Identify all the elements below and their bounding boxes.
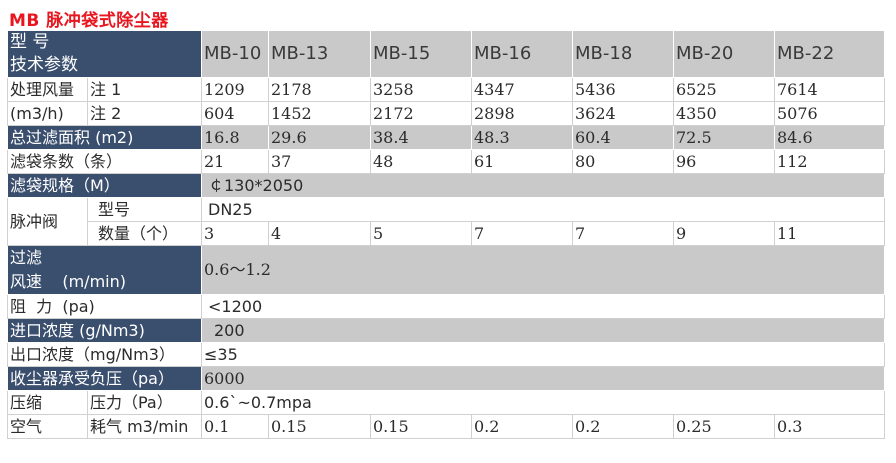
note1-label: 注 1 bbox=[87, 77, 202, 102]
table-cell: 1452 bbox=[268, 101, 371, 126]
air-pressure-row: 压缩 压力（Pa） 0.6`~0.7mpa bbox=[7, 390, 885, 415]
table-cell: 37 bbox=[268, 149, 371, 174]
negative-pressure-value: 6000 bbox=[201, 366, 885, 391]
outlet-conc-value: ≤35 bbox=[201, 342, 885, 367]
negative-pressure-row: 收尘器承受负压（pa） 6000 bbox=[7, 366, 885, 391]
air-pressure-value: 0.6`~0.7mpa bbox=[201, 390, 885, 415]
pulse-valve-label: 脉冲阀 bbox=[7, 197, 88, 246]
air-volume-label: 处理风量 bbox=[7, 77, 88, 102]
outlet-conc-label: 出口浓度（mg/Nm3） bbox=[7, 342, 202, 367]
header-label-cell: 型 号 技术参数 bbox=[7, 30, 202, 78]
table-cell: 0.15 bbox=[370, 414, 472, 439]
page-title: MB 脉冲袋式除尘器 bbox=[9, 11, 169, 31]
table-cell: 6525 bbox=[673, 77, 775, 102]
table-cell: 2178 bbox=[268, 77, 371, 102]
filter-area-label: 总过滤面积 (m2) bbox=[7, 125, 202, 150]
table-cell: 5076 bbox=[774, 101, 885, 126]
header-label-line2: 技术参数 bbox=[10, 55, 78, 75]
table-cell: 80 bbox=[572, 149, 674, 174]
table-cell: 84.6 bbox=[774, 125, 885, 150]
table-cell: 0.15 bbox=[268, 414, 371, 439]
table-cell: 5 bbox=[370, 221, 472, 246]
table-cell: 61 bbox=[471, 149, 573, 174]
filter-speed-row: 过滤 风速 (m/min) 0.6～1.2 bbox=[7, 245, 885, 295]
model-header: MB-20 bbox=[673, 30, 775, 78]
model-header: MB-10 bbox=[201, 30, 269, 78]
pulse-valve-qty-label: 数量（个） bbox=[87, 221, 202, 246]
table-cell: 0.3 bbox=[774, 414, 885, 439]
table-cell: 0.2 bbox=[572, 414, 674, 439]
table-cell: 29.6 bbox=[268, 125, 371, 150]
pulse-valve-model-row: 脉冲阀 型号 DN25 bbox=[7, 197, 885, 246]
table-cell: 60.4 bbox=[572, 125, 674, 150]
bag-count-row: 滤袋条数（条） 21 37 48 61 80 96 112 bbox=[7, 149, 885, 174]
air-volume-row-1: 处理风量 注 1 1209 2178 3258 4347 5436 6525 7… bbox=[7, 77, 885, 102]
model-header: MB-13 bbox=[268, 30, 371, 78]
table-cell: 4 bbox=[268, 221, 371, 246]
table-cell: 4347 bbox=[471, 77, 573, 102]
table-cell: 21 bbox=[201, 149, 269, 174]
bag-spec-label: 滤袋规格（M） bbox=[7, 173, 202, 198]
filter-speed-label-line2: 风速 (m/min) bbox=[10, 272, 126, 291]
table-cell: 3624 bbox=[572, 101, 674, 126]
filter-speed-label-line1: 过滤 bbox=[10, 248, 43, 267]
compressed-air-label-2: 空气 bbox=[7, 414, 88, 439]
table-cell: 9 bbox=[673, 221, 775, 246]
outlet-conc-row: 出口浓度（mg/Nm3） ≤35 bbox=[7, 342, 885, 367]
table-cell: 16.8 bbox=[201, 125, 269, 150]
model-header: MB-18 bbox=[572, 30, 674, 78]
filter-speed-label-cell: 过滤 风速 (m/min) bbox=[7, 245, 202, 295]
table-cell: 0.25 bbox=[673, 414, 775, 439]
table-cell: 5436 bbox=[572, 77, 674, 102]
table-cell: 0.1 bbox=[201, 414, 269, 439]
pulse-valve-model-label: 型号 bbox=[87, 197, 202, 222]
air-consumption-label: 耗气 m3/min bbox=[87, 414, 202, 439]
header-label-line1: 型 号 bbox=[10, 32, 50, 52]
filter-area-row: 总过滤面积 (m2) 16.8 29.6 38.4 48.3 60.4 72.5… bbox=[7, 125, 885, 150]
pulse-valve-qty-row: 数量（个） 3 4 5 7 7 9 11 bbox=[8, 221, 885, 246]
pulse-valve-model-value: DN25 bbox=[201, 197, 885, 222]
bag-spec-value: ￠130*2050 bbox=[201, 173, 885, 198]
table-cell: 2172 bbox=[370, 101, 472, 126]
resistance-value: <1200 bbox=[201, 294, 885, 319]
table-cell: 11 bbox=[774, 221, 885, 246]
resistance-label: 阻 力 (pa) bbox=[7, 294, 202, 319]
resistance-row: 阻 力 (pa) <1200 bbox=[7, 294, 885, 319]
table-cell: 72.5 bbox=[673, 125, 775, 150]
table-cell: 96 bbox=[673, 149, 775, 174]
table-cell: 0.2 bbox=[471, 414, 573, 439]
table-cell: 604 bbox=[201, 101, 269, 126]
compressed-air-label-1: 压缩 bbox=[7, 390, 88, 415]
table-cell: 2898 bbox=[471, 101, 573, 126]
model-header: MB-15 bbox=[370, 30, 472, 78]
table-cell: 7 bbox=[471, 221, 573, 246]
inlet-conc-row: 进口浓度 (g/Nm3) 200 bbox=[7, 318, 885, 343]
table-cell: 7 bbox=[572, 221, 674, 246]
inlet-conc-value: 200 bbox=[201, 318, 885, 343]
spec-table: 型 号 技术参数 MB-10 MB-13 MB-15 MB-16 MB-18 M… bbox=[7, 30, 885, 439]
table-cell: 1209 bbox=[201, 77, 269, 102]
air-consumption-row: 空气 耗气 m3/min 0.1 0.15 0.15 0.2 0.2 0.25 … bbox=[7, 414, 885, 439]
filter-speed-value: 0.6～1.2 bbox=[201, 245, 885, 295]
table-cell: 3 bbox=[201, 221, 269, 246]
model-header: MB-22 bbox=[774, 30, 885, 78]
air-pressure-label: 压力（Pa） bbox=[87, 390, 202, 415]
air-volume-unit: (m3/h) bbox=[7, 101, 88, 126]
air-volume-row-2: (m3/h) 注 2 604 1452 2172 2898 3624 4350 … bbox=[7, 101, 885, 126]
model-header: MB-16 bbox=[471, 30, 573, 78]
table-cell: 3258 bbox=[370, 77, 472, 102]
table-cell: 38.4 bbox=[370, 125, 472, 150]
table-cell: 7614 bbox=[774, 77, 885, 102]
note2-label: 注 2 bbox=[87, 101, 202, 126]
bag-count-label: 滤袋条数（条） bbox=[7, 149, 202, 174]
table-cell: 4350 bbox=[673, 101, 775, 126]
bag-spec-row: 滤袋规格（M） ￠130*2050 bbox=[7, 173, 885, 198]
negative-pressure-label: 收尘器承受负压（pa） bbox=[7, 366, 202, 391]
inlet-conc-label: 进口浓度 (g/Nm3) bbox=[7, 318, 202, 343]
table-cell: 112 bbox=[774, 149, 885, 174]
table-cell: 48 bbox=[370, 149, 472, 174]
table-cell: 48.3 bbox=[471, 125, 573, 150]
